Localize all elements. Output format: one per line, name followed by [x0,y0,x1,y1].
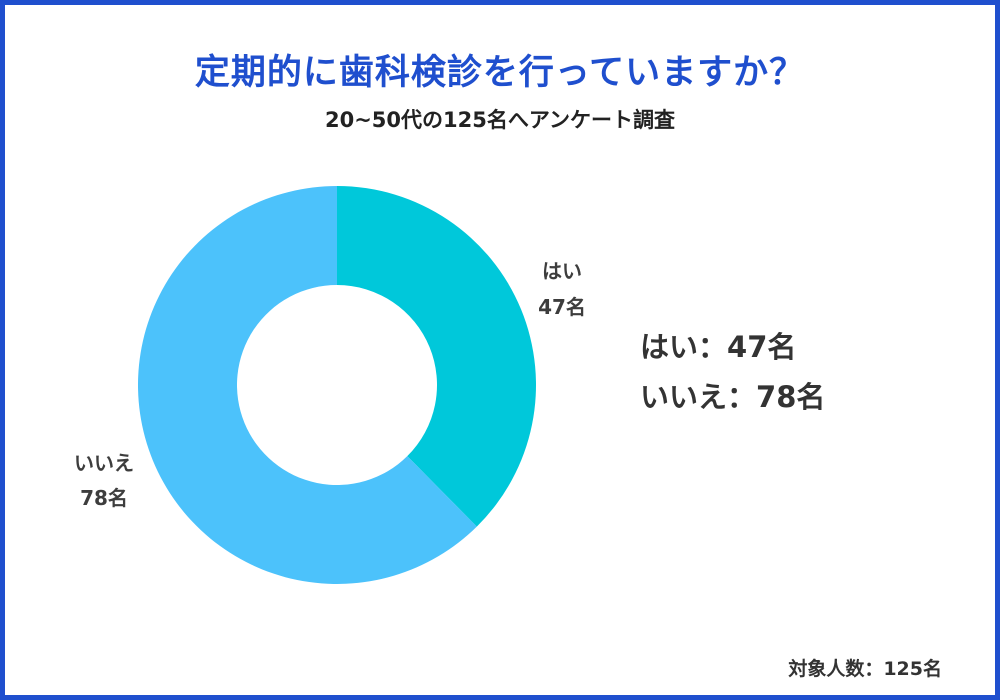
legend-value-yes: 47名 [727,330,797,364]
chart-title: 定期的に歯科検診を行っていますか？ [194,53,806,93]
sample-size-note: 対象人数：125名 [788,658,942,680]
slice-label-no-value: 78名 [80,486,128,510]
slice-label-no: いいえ 78名 [74,451,134,510]
legend-label-no: いいえ [640,380,728,414]
slice-label-yes: はい 47名 [538,259,586,319]
legend-value-no: 78名 [756,380,826,414]
legend-item-no: いいえ：78名 [640,372,825,422]
slice-label-yes-value: 47名 [538,295,586,319]
legend-label-yes: はい [640,330,699,364]
legend-separator-yes: ： [698,330,728,364]
chart-subtitle: 20~50代の125名へアンケート調査 [324,108,676,132]
legend-item-yes: はい：47名 [640,322,825,372]
slice-label-yes-category: はい [542,259,582,283]
legend-separator-no: ： [727,380,757,414]
donut-slice-yes [337,186,536,527]
legend: はい：47名 いいえ：78名 [640,322,825,422]
donut-slice-no [137,186,477,584]
slice-label-no-category: いいえ [74,451,134,475]
